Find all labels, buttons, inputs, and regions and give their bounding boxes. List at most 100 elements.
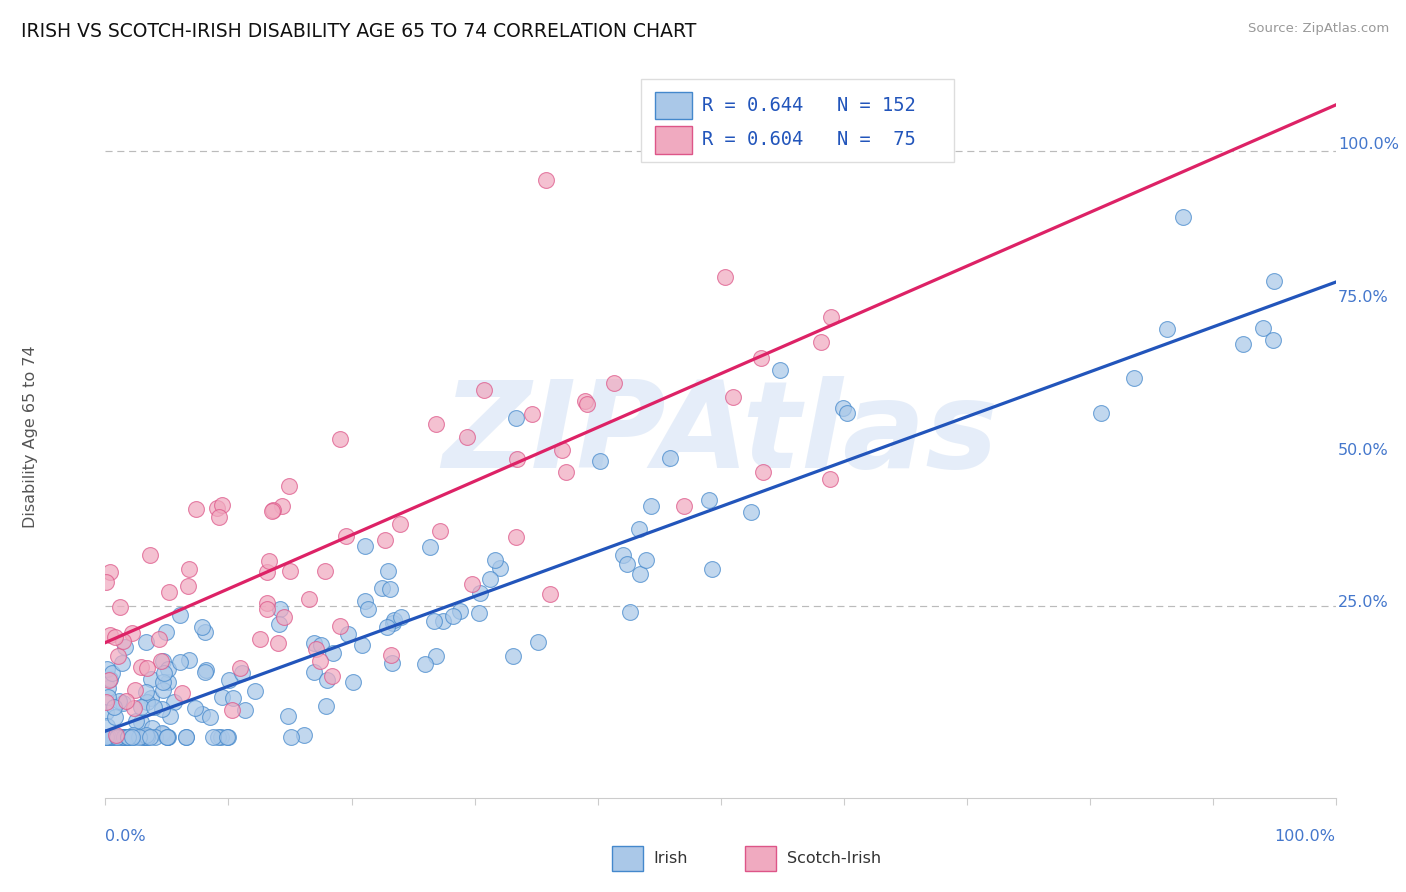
Point xyxy=(104,710,127,724)
Text: 100.0%: 100.0% xyxy=(1339,137,1399,153)
Point xyxy=(419,540,441,554)
Point xyxy=(342,674,364,689)
Point xyxy=(628,567,651,582)
Bar xyxy=(655,92,692,120)
Point xyxy=(103,731,125,745)
Point xyxy=(256,565,278,579)
Point xyxy=(136,695,159,709)
Point xyxy=(1263,274,1285,288)
Point xyxy=(159,709,181,723)
Point xyxy=(554,465,576,479)
Point xyxy=(195,663,218,677)
Point xyxy=(321,668,343,682)
Point xyxy=(235,703,257,717)
Point xyxy=(96,662,118,676)
Point xyxy=(478,572,501,586)
Point xyxy=(211,498,233,512)
Point xyxy=(150,702,173,716)
Point xyxy=(329,618,352,632)
Point xyxy=(104,630,127,644)
Point xyxy=(207,731,229,745)
Point xyxy=(103,700,125,714)
Point xyxy=(429,524,451,539)
Point xyxy=(389,610,412,624)
Point xyxy=(135,685,157,699)
Point xyxy=(1261,333,1284,347)
Point xyxy=(170,686,193,700)
Point xyxy=(152,675,174,690)
Point xyxy=(589,454,612,468)
Point xyxy=(169,655,191,669)
Point xyxy=(835,406,858,420)
Point xyxy=(96,696,118,710)
Point xyxy=(249,632,271,647)
Point xyxy=(425,649,447,664)
Point xyxy=(658,450,681,465)
Text: 0.0%: 0.0% xyxy=(105,830,146,844)
Point xyxy=(468,586,491,600)
Point xyxy=(191,620,214,634)
Point xyxy=(461,576,484,591)
Point xyxy=(107,694,129,708)
Point xyxy=(820,310,842,324)
Point xyxy=(177,561,200,575)
Point xyxy=(135,731,157,745)
Text: IRISH VS SCOTCH-IRISH DISABILITY AGE 65 TO 74 CORRELATION CHART: IRISH VS SCOTCH-IRISH DISABILITY AGE 65 … xyxy=(21,22,696,41)
Point xyxy=(309,654,332,668)
Point xyxy=(277,479,299,493)
Point xyxy=(505,531,527,545)
Point xyxy=(311,638,333,652)
Point xyxy=(132,731,155,745)
Point xyxy=(209,731,232,745)
Point xyxy=(208,509,231,524)
Point xyxy=(353,539,375,553)
Point xyxy=(1090,406,1112,420)
Point xyxy=(122,728,145,742)
Point xyxy=(627,522,650,536)
Text: R = 0.604   N =  75: R = 0.604 N = 75 xyxy=(702,130,915,149)
Point xyxy=(520,408,543,422)
Point xyxy=(177,579,200,593)
Point xyxy=(1123,371,1146,385)
Point xyxy=(148,632,170,646)
Bar xyxy=(655,126,692,153)
Point xyxy=(97,731,120,745)
Text: 100.0%: 100.0% xyxy=(1275,830,1336,844)
Point xyxy=(108,600,131,615)
Point xyxy=(550,443,572,458)
Point xyxy=(506,452,529,467)
Point xyxy=(413,657,436,672)
Text: Scotch-Irish: Scotch-Irish xyxy=(787,851,882,865)
Point xyxy=(97,681,120,695)
Point xyxy=(634,553,657,567)
Point xyxy=(121,731,143,745)
Point xyxy=(304,665,326,679)
Point xyxy=(169,607,191,622)
Point xyxy=(422,615,444,629)
Text: 75.0%: 75.0% xyxy=(1339,290,1389,305)
Point xyxy=(449,604,471,618)
Point xyxy=(111,730,134,744)
Point xyxy=(298,592,321,607)
Point xyxy=(94,574,117,589)
Point xyxy=(534,173,557,187)
Point xyxy=(538,587,561,601)
Point xyxy=(574,394,596,409)
Point xyxy=(371,581,394,595)
Point xyxy=(125,714,148,728)
Point xyxy=(380,648,402,662)
Point xyxy=(108,731,131,745)
Point xyxy=(612,548,634,562)
Point xyxy=(382,615,405,630)
Point xyxy=(129,714,152,729)
Point xyxy=(314,564,336,578)
Point xyxy=(302,635,325,649)
Point xyxy=(229,661,252,675)
Point xyxy=(277,709,299,723)
Point xyxy=(98,673,121,688)
Text: Disability Age 65 to 74: Disability Age 65 to 74 xyxy=(24,346,38,528)
Point xyxy=(315,699,337,714)
Point xyxy=(96,719,118,733)
Point xyxy=(124,700,146,714)
Point xyxy=(502,649,524,664)
